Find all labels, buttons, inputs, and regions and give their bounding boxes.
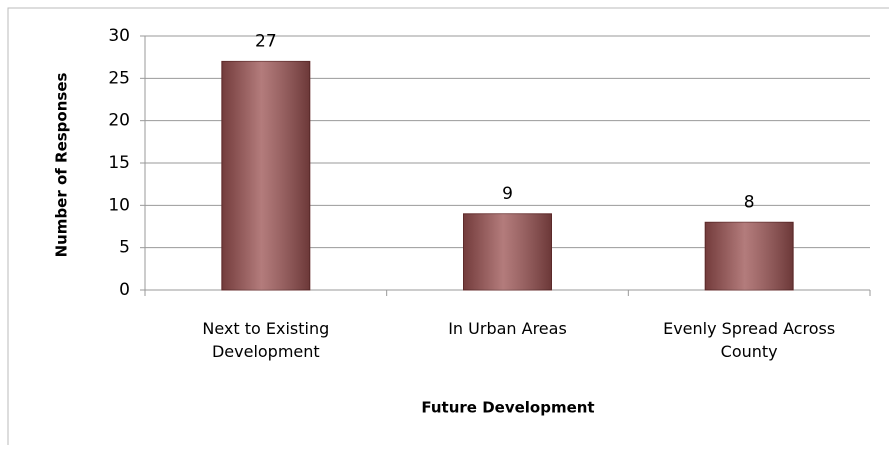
y-tick-label: 15 xyxy=(108,153,130,173)
bar-shine xyxy=(463,213,552,290)
x-tick-label: Evenly Spread Across County xyxy=(663,319,836,361)
x-axis-title: Future Development xyxy=(421,399,594,417)
y-tick-label: 20 xyxy=(108,111,130,131)
y-axis-title: Number of Responses xyxy=(53,73,71,258)
data-label: 8 xyxy=(744,192,755,212)
bar-shine xyxy=(705,222,794,290)
chart-border xyxy=(7,7,889,445)
y-tick-label: 10 xyxy=(108,195,130,215)
y-tick-label: 0 xyxy=(119,280,130,300)
x-tick-label: In Urban Areas xyxy=(448,319,567,338)
x-tick-label: Next to Existing Development xyxy=(202,319,330,361)
y-tick-label: 25 xyxy=(108,68,130,88)
y-tick-label: 5 xyxy=(119,238,130,258)
bar-shine xyxy=(221,61,310,291)
y-tick-label: 30 xyxy=(108,26,130,46)
data-label: 9 xyxy=(502,184,513,204)
data-label: 27 xyxy=(255,31,277,51)
